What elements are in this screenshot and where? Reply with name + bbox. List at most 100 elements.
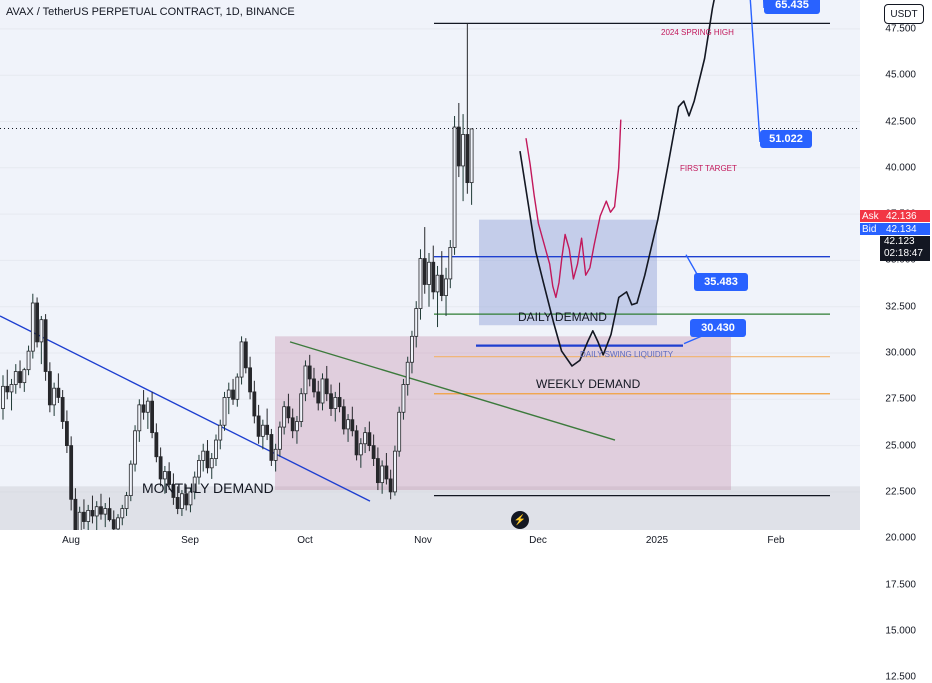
callout-pointer-first-target [749,0,761,143]
candle-up [39,319,44,343]
candle-down [141,404,146,413]
candle-down [107,508,112,521]
candle-up [303,365,308,395]
price-axis[interactable] [860,0,932,550]
candle-down [154,432,159,458]
candle-down [43,319,48,372]
candle-up [461,134,465,167]
candle-up [346,419,350,430]
callout-first-target[interactable]: 51.022 [760,130,812,148]
currency-button[interactable]: USDT [884,4,924,24]
candle-down [150,400,155,434]
candle-up [77,511,82,532]
candle-down [286,406,291,419]
label-first-target: FIRST TARGET [680,164,737,173]
label-spring-high: 2024 SPRING HIGH [661,28,734,37]
candle-down [231,389,235,400]
candle-down [82,511,86,522]
candle-up [222,397,227,426]
price-tick-label: 32.500 [885,301,916,313]
candle-up [30,302,35,352]
candle-up [414,308,419,337]
tradingview-logo-icon[interactable]: ⚡ [511,511,529,529]
callout-spring-high[interactable]: 65.435 [764,0,820,14]
candle-down [316,391,321,404]
daily-demand-zone [479,219,657,326]
candle-up [260,424,265,437]
candle-up [22,369,27,384]
candle-down [341,406,346,430]
callout-daily-demand[interactable]: 35.483 [694,273,748,291]
candle-down [99,506,103,515]
candle-up [145,400,150,413]
candle-up [188,491,193,506]
candle-up [452,126,457,248]
candle-down [329,393,333,409]
candle-down [35,302,39,343]
candle-down [56,387,61,398]
label-weekly-demand: WEEKLY DEMAND [536,377,641,391]
candle-down [5,385,10,393]
candle-down [371,445,376,459]
price-tick-label: 40.000 [885,162,916,174]
projection-path-alt [525,119,622,299]
candle-down [265,424,270,435]
candle-down [337,397,342,408]
last-price-badge: 42.123 02:18:47 [880,236,930,261]
label-monthly-demand: MONTHLY DEMAND [142,480,274,496]
price-tick-label: 45.000 [885,69,916,81]
candle-up [52,387,57,406]
candle-down [171,484,176,498]
weekly-demand-zone [275,336,731,491]
time-tick-label: Feb [767,535,785,546]
time-tick-label: Dec [529,535,547,546]
candle-up [116,517,120,530]
candle-down [65,421,69,446]
candle-up [214,439,218,459]
candle-up [410,335,414,363]
candle-up [448,247,453,280]
price-tick-label: 15.000 [885,625,916,637]
time-tick-label: Nov [414,535,432,546]
candle-up [180,493,184,509]
candle-up [397,411,402,452]
time-axis[interactable] [0,530,860,550]
candle-up [444,278,448,296]
candle-up [299,393,304,422]
bid-label: Bid [862,223,877,235]
candle-up [137,404,142,432]
candle-down [324,378,329,395]
candle-up [273,448,278,461]
candle-up [295,421,299,432]
candle-down [431,261,436,293]
candle-down [69,445,74,500]
candle-down [290,417,295,432]
ask-value: 42.136 [886,210,917,222]
time-tick-label: 2025 [645,535,669,546]
candle-down [73,498,78,532]
candle-up [218,424,223,441]
candle-down [367,432,372,446]
candle-down [184,493,189,506]
callout-pointer-spring-high [762,0,765,9]
time-tick-label: Aug [62,535,80,546]
label-swing-liquidity: DAILY SWING LIQUIDITY [580,350,674,359]
price-tick-label: 20.000 [885,532,916,544]
price-tick-label: 42.500 [885,116,916,127]
candle-down [175,497,180,509]
bid-value: 42.134 [886,223,917,235]
last-price: 42.123 [884,236,915,247]
candle-up [418,258,423,309]
price-chart[interactable] [0,0,932,550]
candle-up [277,426,282,450]
candle-up [427,261,431,285]
candle-up [26,350,31,371]
time-tick-label: Oct [297,535,313,546]
candle-down [456,126,461,167]
candle-up [435,274,440,293]
callout-swing-liquidity[interactable]: 30.430 [690,319,746,337]
price-tick-label: 17.500 [885,579,916,590]
candle-down [269,434,274,461]
monthly-demand-zone [0,486,860,530]
chart-title: AVAX / TetherUS PERPETUAL CONTRACT, 1D, … [6,6,295,18]
